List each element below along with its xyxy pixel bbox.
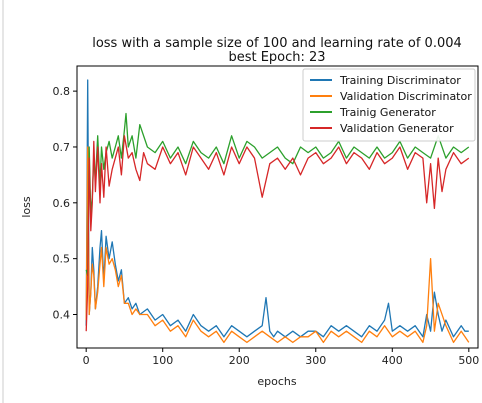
y-tick-label: 0.6 [53, 197, 71, 210]
y-tick-label: 0.7 [53, 141, 71, 154]
left-border [2, 0, 4, 403]
legend-label: Training Discriminator [339, 74, 461, 87]
x-tick-label: 500 [458, 354, 479, 367]
legend: Training Discriminator Validation Discrim… [302, 68, 476, 142]
legend-label: Validation Generator [340, 122, 454, 135]
legend-box [302, 68, 476, 142]
y-tick-label: 0.4 [53, 308, 71, 321]
chart-title: loss with a sample size of 100 and learn… [92, 36, 462, 51]
x-tick-label: 0 [83, 354, 90, 367]
ticks-layer: 0 100 200 300 400 500 0.4 0.5 0.6 0.7 0.8 [53, 85, 480, 367]
x-tick-label: 200 [229, 354, 250, 367]
series-layer [85, 79, 470, 344]
legend-label: Validation Discriminator [340, 90, 472, 103]
plot-frame [76, 65, 479, 349]
series-line-validation-generator [85, 135, 470, 332]
series-line-validation-discriminator [85, 146, 470, 344]
x-axis-label: epochs [257, 375, 296, 388]
series-line-training-discriminator [85, 79, 469, 338]
y-tick-label: 0.8 [53, 85, 71, 98]
y-axis-label: loss [20, 196, 33, 218]
chart-subtitle: best Epoch: 23 [228, 50, 325, 65]
x-tick-label: 400 [382, 354, 403, 367]
y-tick-label: 0.5 [53, 253, 71, 266]
legend-label: Trainig Generator [339, 106, 436, 119]
x-tick-label: 100 [152, 354, 173, 367]
x-tick-label: 300 [305, 354, 326, 367]
